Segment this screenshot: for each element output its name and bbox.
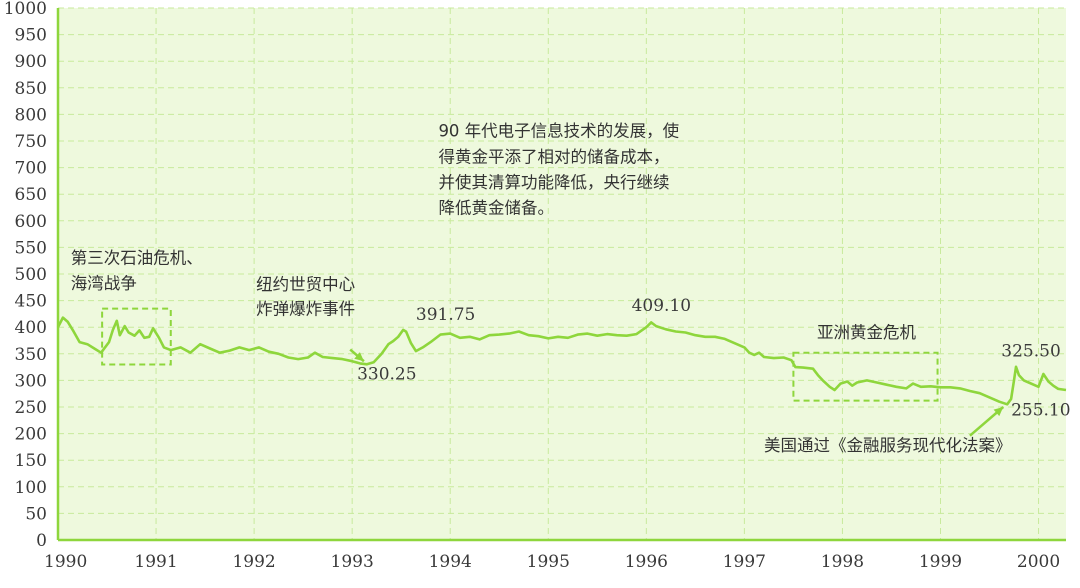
- y-tick-900: 900: [15, 52, 47, 72]
- x-tick-1990: 1990: [44, 552, 87, 572]
- tech-note-line-3: 并使其清算功能降低，央行继续: [438, 173, 669, 192]
- tech-note-line-4: 降低黄金储备。: [438, 198, 554, 217]
- y-tick-950: 950: [15, 26, 47, 46]
- x-axis-tick-labels: 1990 1991 1992 1993 1994 1995 1996 1997 1998 1999…: [44, 552, 1060, 572]
- value-label-330-25: 330.25: [357, 364, 416, 384]
- y-tick-550: 550: [15, 238, 47, 258]
- x-tick-1995: 1995: [527, 552, 570, 572]
- tech-note-line-2: 得黄金平添了相对的储备成本，: [438, 147, 669, 166]
- y-tick-150: 150: [15, 451, 47, 471]
- y-tick-0: 0: [36, 531, 47, 551]
- y-tick-450: 450: [15, 292, 47, 312]
- y-tick-350: 350: [15, 345, 47, 365]
- us-act-line-1: 美国通过《金融服务现代化法案》: [764, 436, 1012, 455]
- act-arrow-head: [993, 407, 1004, 417]
- y-tick-850: 850: [15, 79, 47, 99]
- tech-note-line-1: 90 年代电子信息技术的发展，使: [438, 122, 679, 141]
- x-tick-2000: 2000: [1017, 552, 1060, 572]
- y-tick-650: 650: [15, 185, 47, 205]
- y-tick-750: 750: [15, 132, 47, 152]
- asia-crisis-line-1: 亚洲黄金危机: [817, 323, 917, 342]
- y-tick-200: 200: [15, 425, 47, 445]
- y-tick-300: 300: [15, 371, 47, 391]
- axes: [56, 8, 1066, 542]
- y-tick-250: 250: [15, 398, 47, 418]
- value-label-255-10: 255.10: [1011, 401, 1070, 421]
- y-axis-tick-labels: 0 50 100 150 200 250 300 350 400 450 500 550 600 650 7…: [4, 0, 47, 551]
- y-tick-800: 800: [15, 105, 47, 125]
- oil-crisis-box: [101, 307, 172, 366]
- x-tick-1991: 1991: [134, 552, 177, 572]
- value-labels: 330.25 391.75 409.10 325.50 255.10: [357, 296, 1071, 420]
- oil-crisis-line-1: 第三次石油危机、: [71, 248, 203, 267]
- y-tick-50: 50: [25, 504, 47, 524]
- x-tick-1999: 1999: [919, 552, 962, 572]
- y-tick-700: 700: [15, 159, 47, 179]
- y-tick-500: 500: [15, 265, 47, 285]
- gold-price-line: [56, 316, 1067, 406]
- annotation-boxes: [101, 307, 939, 402]
- x-tick-1998: 1998: [821, 552, 864, 572]
- wtc-bombing-line-2: 炸弹爆炸事件: [256, 299, 355, 318]
- x-tick-1996: 1996: [625, 552, 668, 572]
- grid-lines: [58, 7, 1066, 540]
- annotation-arrows: [349, 348, 1005, 437]
- wtc-arrow-head: [354, 352, 364, 362]
- y-tick-400: 400: [15, 318, 47, 338]
- oil-crisis-line-2: 海湾战争: [71, 274, 137, 293]
- x-tick-1992: 1992: [232, 552, 275, 572]
- asia-crisis-box: [792, 351, 939, 402]
- x-tick-1993: 1993: [331, 552, 374, 572]
- value-label-325-50: 325.50: [1001, 341, 1060, 361]
- wtc-bombing-line-1: 纽约世贸中心: [256, 275, 355, 294]
- y-tick-600: 600: [15, 212, 47, 232]
- y-tick-100: 100: [15, 478, 47, 498]
- value-label-409-10: 409.10: [632, 296, 691, 316]
- x-tick-1994: 1994: [429, 552, 472, 572]
- x-tick-1997: 1997: [723, 552, 766, 572]
- y-tick-1000: 1000: [4, 0, 47, 19]
- value-label-391-75: 391.75: [416, 305, 475, 325]
